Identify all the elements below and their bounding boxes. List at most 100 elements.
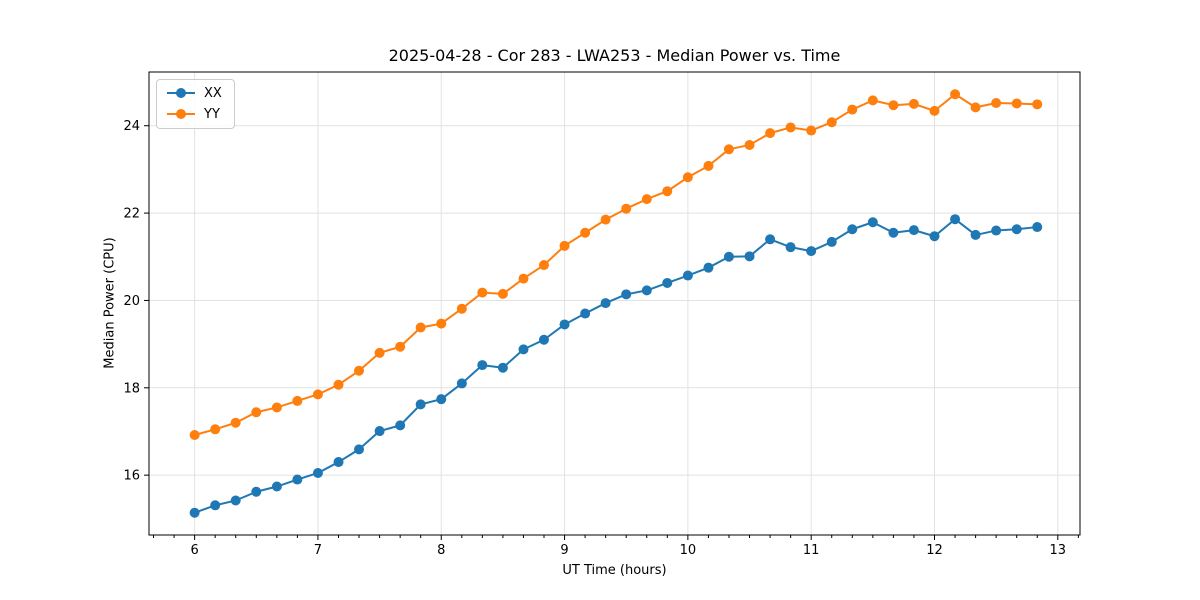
- series-yy-marker: [785, 122, 796, 133]
- x-tick-label: 9: [560, 543, 568, 558]
- series-yy-marker: [395, 341, 406, 352]
- series-yy-marker: [415, 322, 426, 333]
- series-yy-marker: [888, 100, 899, 111]
- series-yy-marker: [580, 227, 591, 238]
- series-yy-marker: [374, 347, 385, 358]
- series-xx-marker: [765, 234, 776, 245]
- series-xx-marker: [600, 298, 611, 309]
- series-yy-marker: [826, 117, 837, 128]
- x-tick-label: 13: [1050, 543, 1067, 558]
- series-yy-marker: [210, 424, 221, 435]
- series-yy-marker: [230, 417, 241, 428]
- series-xx-marker: [621, 289, 632, 300]
- series-yy-marker: [251, 407, 262, 418]
- series-xx-marker: [292, 474, 303, 485]
- series-yy-marker: [723, 144, 734, 155]
- y-tick-label: 24: [123, 119, 140, 134]
- series-xx-marker: [867, 217, 878, 228]
- series-xx-marker: [682, 270, 693, 281]
- chart-title: 2025-04-28 - Cor 283 - LWA253 - Median P…: [388, 46, 841, 65]
- series-xx-marker: [785, 242, 796, 253]
- series-yy-marker: [847, 104, 858, 115]
- series-yy-marker: [662, 186, 673, 197]
- series-yy-line: [193, 93, 1039, 436]
- series-xx-marker: [374, 426, 385, 437]
- series-xx-marker: [333, 457, 344, 468]
- y-tick-label: 16: [123, 469, 140, 484]
- series-xx-marker: [580, 308, 591, 319]
- series-xx-marker: [395, 420, 406, 431]
- y-tick-label: 22: [123, 207, 140, 222]
- series-yy-marker: [518, 273, 529, 284]
- legend: XX YY: [156, 79, 235, 129]
- series-yy-marker: [333, 379, 344, 390]
- series-xx-marker: [497, 362, 508, 373]
- series-yy-marker: [991, 98, 1002, 109]
- x-tick-label: 10: [680, 543, 697, 558]
- series-xx-marker: [970, 229, 981, 240]
- series-xx-marker: [1011, 224, 1022, 235]
- y-tick-label: 20: [123, 294, 140, 309]
- series-yy-marker: [970, 102, 981, 113]
- series-yy-marker: [621, 203, 632, 214]
- series-yy-marker: [312, 389, 323, 400]
- series-xx-marker: [559, 319, 570, 330]
- series-xx-marker: [230, 495, 241, 506]
- x-tick-label: 7: [314, 543, 322, 558]
- y-tick-label: 18: [123, 381, 140, 396]
- legend-line-marker-xx-icon: [167, 88, 195, 98]
- series-yy-marker: [703, 160, 714, 171]
- x-axis-label: UT Time (hours): [562, 563, 667, 578]
- legend-marker-yy: [176, 109, 186, 119]
- series-xx-marker: [908, 225, 919, 236]
- series-xx-marker: [991, 225, 1002, 236]
- series-yy-marker: [1011, 98, 1022, 109]
- series-yy-marker: [189, 429, 200, 440]
- series-xx-marker: [436, 394, 447, 405]
- x-tick-label: 6: [190, 543, 198, 558]
- series-yy-marker: [765, 128, 776, 139]
- series-xx-marker: [210, 500, 221, 511]
- legend-marker-xx: [176, 88, 186, 98]
- x-tick-label: 11: [803, 543, 820, 558]
- series-xx-marker: [189, 507, 200, 518]
- series-yy-marker: [538, 260, 549, 271]
- legend-item-xx: XX: [166, 85, 222, 101]
- series-xx-marker: [538, 334, 549, 345]
- legend-line-marker-yy-icon: [167, 109, 195, 119]
- axes-spines: [148, 71, 1081, 536]
- y-axis-label: Median Power (CPU): [102, 237, 118, 369]
- series-yy-marker: [867, 95, 878, 106]
- series-yy-marker: [456, 303, 467, 314]
- series-xx-marker: [456, 378, 467, 389]
- series-yy-marker: [477, 287, 488, 298]
- series-xx-marker: [929, 231, 940, 242]
- series-yy-marker: [292, 395, 303, 406]
- series-xx-marker: [518, 344, 529, 355]
- legend-label-xx: XX: [204, 85, 222, 101]
- series-xx-marker: [723, 251, 734, 262]
- series-yy-marker: [271, 402, 282, 413]
- series-yy-marker: [744, 139, 755, 150]
- series-yy-marker: [353, 365, 364, 376]
- series-yy-marker: [908, 98, 919, 109]
- series-xx-marker: [950, 214, 961, 225]
- series-yy-marker: [682, 172, 693, 183]
- series-xx-marker: [251, 486, 262, 497]
- series-xx-marker: [847, 224, 858, 235]
- series-xx-marker: [415, 399, 426, 410]
- series-xx-marker: [703, 262, 714, 273]
- x-tick-label: 8: [437, 543, 445, 558]
- series-xx-marker: [271, 481, 282, 492]
- series-yy-marker: [1032, 99, 1043, 110]
- series-xx-marker: [477, 360, 488, 371]
- series-yy-marker: [559, 240, 570, 251]
- x-tick-label: 12: [926, 543, 943, 558]
- series-xx-line: [193, 218, 1039, 514]
- legend-label-yy: YY: [204, 106, 220, 122]
- series-xx-marker: [662, 277, 673, 288]
- series-xx-marker: [641, 285, 652, 296]
- series-yy-marker: [436, 318, 447, 329]
- legend-item-yy: YY: [166, 106, 222, 122]
